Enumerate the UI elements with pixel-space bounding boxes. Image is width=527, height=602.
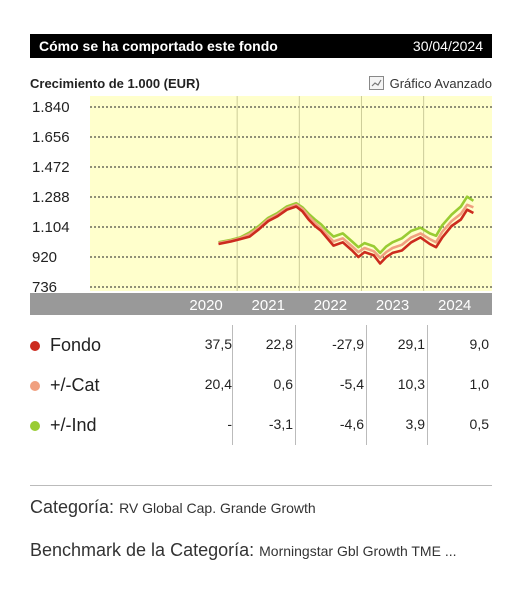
x-tick-label: 2023 <box>376 297 409 314</box>
y-tick-label: 1.656 <box>32 129 70 146</box>
plot-background <box>90 96 492 291</box>
row-label: +/-Cat <box>50 375 100 395</box>
table-cell: -3,1 <box>268 416 293 432</box>
column-divider <box>232 325 233 445</box>
y-tick-label: 1.840 <box>32 99 70 116</box>
series-line-fondo <box>218 205 475 265</box>
y-tick-label: 1.104 <box>32 219 70 236</box>
category-label: Categoría: <box>30 497 115 517</box>
fondo-legend-dot <box>30 341 40 351</box>
x-axis-band <box>30 293 492 315</box>
table-cell: 29,1 <box>397 336 425 352</box>
chart-subtitle: Crecimiento de 1.000 (EUR) <box>30 76 200 91</box>
cat-legend-dot <box>30 381 40 391</box>
table-cell: 10,3 <box>397 376 425 392</box>
y-tick-label: 1.288 <box>32 189 70 206</box>
category-value: RV Global Cap. Grande Growth <box>119 500 316 516</box>
table-cell: - <box>227 416 232 432</box>
advanced-chart-label: Gráfico Avanzado <box>389 76 492 91</box>
benchmark-label: Benchmark de la Categoría: <box>30 540 255 560</box>
divider <box>30 485 492 486</box>
line-chart-icon <box>368 76 384 90</box>
section-date: 30/04/2024 <box>412 38 483 54</box>
category-info: Categoría: RV Global Cap. Grande Growth <box>30 497 316 518</box>
table-cell: 20,4 <box>204 376 232 392</box>
x-tick-label: 2022 <box>314 297 347 314</box>
column-divider <box>295 325 296 445</box>
table-cell: 3,9 <box>405 416 425 432</box>
table-cell: 0,5 <box>469 416 489 432</box>
growth-chart: 1.840 1.656 1.472 1.288 1.104 920 736 2020 2021 2… <box>30 96 492 315</box>
table-cell: -4,6 <box>339 416 364 432</box>
y-tick-label: 920 <box>32 249 57 266</box>
series-line-ind <box>218 195 475 255</box>
table-cell: 0,6 <box>273 376 293 392</box>
benchmark-value: Morningstar Gbl Growth TME ... <box>259 543 457 559</box>
section-title: Cómo se ha comportado este fondo <box>39 38 278 54</box>
table-cell: -27,9 <box>332 336 364 352</box>
column-divider <box>366 325 367 445</box>
y-tick-label: 736 <box>32 279 57 296</box>
table-cell: -5,4 <box>339 376 364 392</box>
ind-legend-dot <box>30 421 40 431</box>
row-label: Fondo <box>50 335 102 355</box>
x-tick-label: 2021 <box>252 297 285 314</box>
benchmark-info: Benchmark de la Categoría: Morningstar G… <box>30 540 457 561</box>
column-divider <box>427 325 428 445</box>
table-cell: 9,0 <box>469 336 489 352</box>
row-label: +/-Ind <box>50 415 97 435</box>
table-cell: 37,5 <box>204 336 232 352</box>
section-header: Cómo se ha comportado este fondo 30/04/2… <box>30 34 492 58</box>
x-tick-label: 2024 <box>438 297 471 314</box>
x-tick-label: 2020 <box>189 297 222 314</box>
y-tick-label: 1.472 <box>32 159 70 176</box>
series-line-cat <box>218 203 474 260</box>
table-cell: 22,8 <box>265 336 293 352</box>
advanced-chart-link[interactable]: Gráfico Avanzado <box>368 76 492 91</box>
table-cell: 1,0 <box>469 376 489 392</box>
